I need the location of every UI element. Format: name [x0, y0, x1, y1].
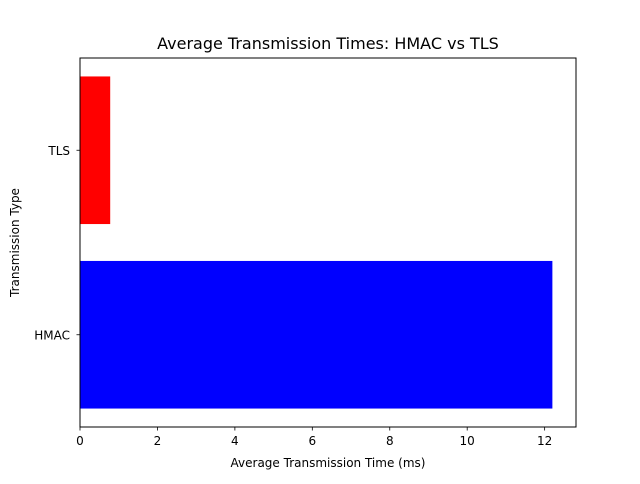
x-tick-label: 8 [386, 434, 394, 448]
x-tick-label: 10 [460, 434, 475, 448]
y-axis-ticks: HMAC TLS [34, 144, 80, 342]
x-tick-label: 6 [308, 434, 316, 448]
y-axis-label: Transmission Type [8, 188, 22, 298]
chart-title: Average Transmission Times: HMAC vs TLS [157, 34, 499, 53]
bars-layer [80, 76, 553, 409]
y-tick-label: HMAC [34, 328, 70, 342]
x-tick-label: 12 [537, 434, 552, 448]
y-tick-label: TLS [47, 144, 70, 158]
x-tick-label: 4 [231, 434, 239, 448]
x-axis-label: Average Transmission Time (ms) [231, 456, 426, 470]
bar-hmac [80, 260, 553, 409]
bar-tls [80, 76, 111, 225]
x-tick-label: 2 [154, 434, 162, 448]
plot-area-frame [79, 57, 577, 428]
x-axis-ticks: 0 2 4 6 8 10 12 [76, 427, 552, 448]
x-tick-label: 0 [76, 434, 84, 448]
